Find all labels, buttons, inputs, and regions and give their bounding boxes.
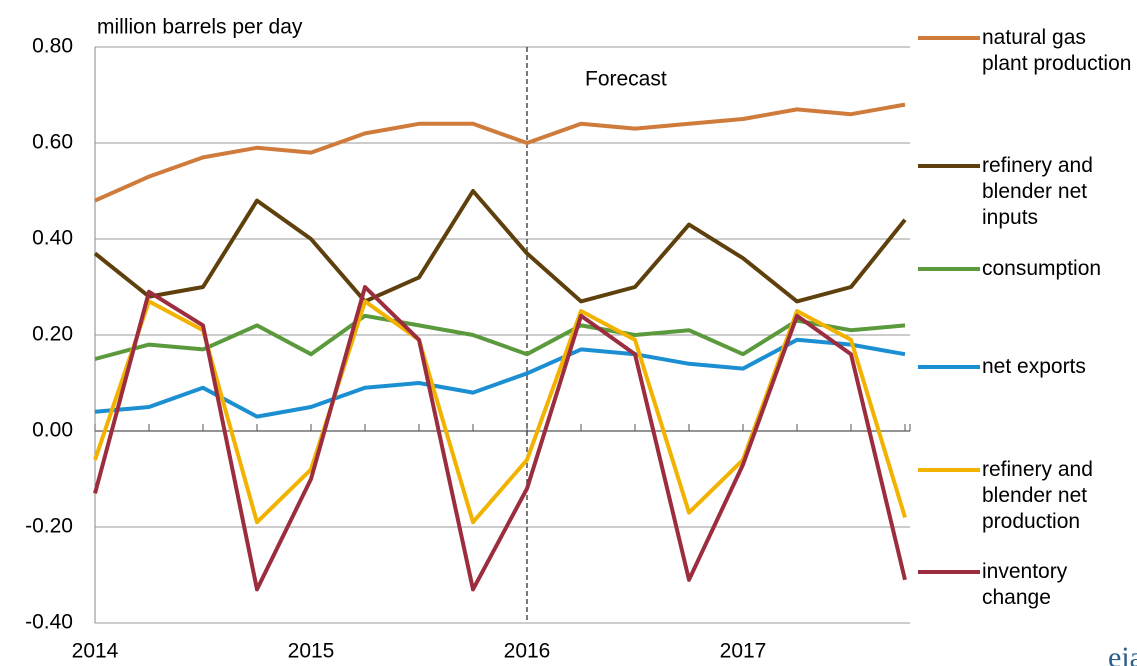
series-line xyxy=(94,337,906,419)
legend-label: inventory change xyxy=(982,560,1068,609)
y-tick-label: 0.20 xyxy=(32,323,73,346)
series-line xyxy=(93,285,907,592)
legend-label: net exports xyxy=(982,355,1086,378)
y-tick-label: -0.20 xyxy=(25,515,73,538)
y-tick-label: 0.00 xyxy=(32,419,73,442)
series-line xyxy=(94,313,906,361)
y-tick-label: 0.80 xyxy=(32,35,73,58)
x-tick-label: 2016 xyxy=(504,640,551,663)
legend-label: refinery and blender net inputs xyxy=(982,154,1093,229)
y-tick-label: 0.60 xyxy=(32,131,73,154)
series-line xyxy=(94,102,906,203)
logo: eia xyxy=(1108,641,1137,666)
x-tick-label: 2017 xyxy=(720,640,767,663)
legend-label: consumption xyxy=(982,257,1102,280)
x-tick-label: 2014 xyxy=(72,640,119,663)
legend-label: refinery and blender net production xyxy=(982,458,1093,533)
x-tick-label: 2015 xyxy=(288,640,335,663)
legend-label: natural gas plant production xyxy=(982,26,1132,75)
y-tick-label: 0.40 xyxy=(32,227,73,250)
y-tick-label: -0.40 xyxy=(25,611,73,634)
y-axis-label: million barrels per day xyxy=(97,16,303,39)
forecast-label: Forecast xyxy=(585,68,667,91)
series-line xyxy=(93,189,907,304)
